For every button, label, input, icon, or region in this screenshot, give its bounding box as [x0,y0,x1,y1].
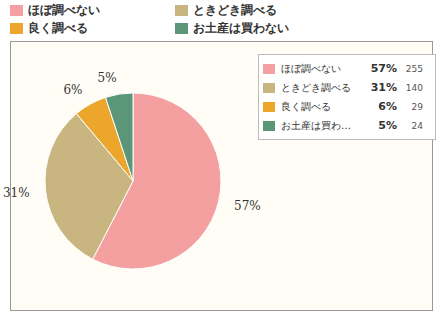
svg-text:5%: 5% [98,71,117,85]
html-text:良く調べる: 良く調べる [281,100,331,112]
html-text:5%: 5% [378,119,397,132]
html-text:31%: 31% [370,81,397,94]
html-text:57%: 57% [370,62,397,75]
html-text:140: 140 [405,82,423,93]
html-text:ほぼ調べない: ほぼ調べない [28,3,100,17]
html-text:ほぼ調べない: ほぼ調べない [281,62,341,74]
html-text:255: 255 [405,63,423,74]
svg-text:57%: 57% [234,199,261,213]
html-text:6%: 6% [378,100,397,113]
svg-text:6%: 6% [63,83,82,97]
html-text:29: 29 [411,101,423,112]
html-text:ときどき調べる: ときどき調べる [281,81,351,93]
svg-text:31%: 31% [8,186,30,200]
html-text:お土産は買わない: お土産は買わない [193,21,289,35]
html-text:24: 24 [411,120,423,131]
html-text:良く調べる: 良く調べる [28,21,88,35]
html-text:ときどき調べる: ときどき調べる [193,3,277,17]
